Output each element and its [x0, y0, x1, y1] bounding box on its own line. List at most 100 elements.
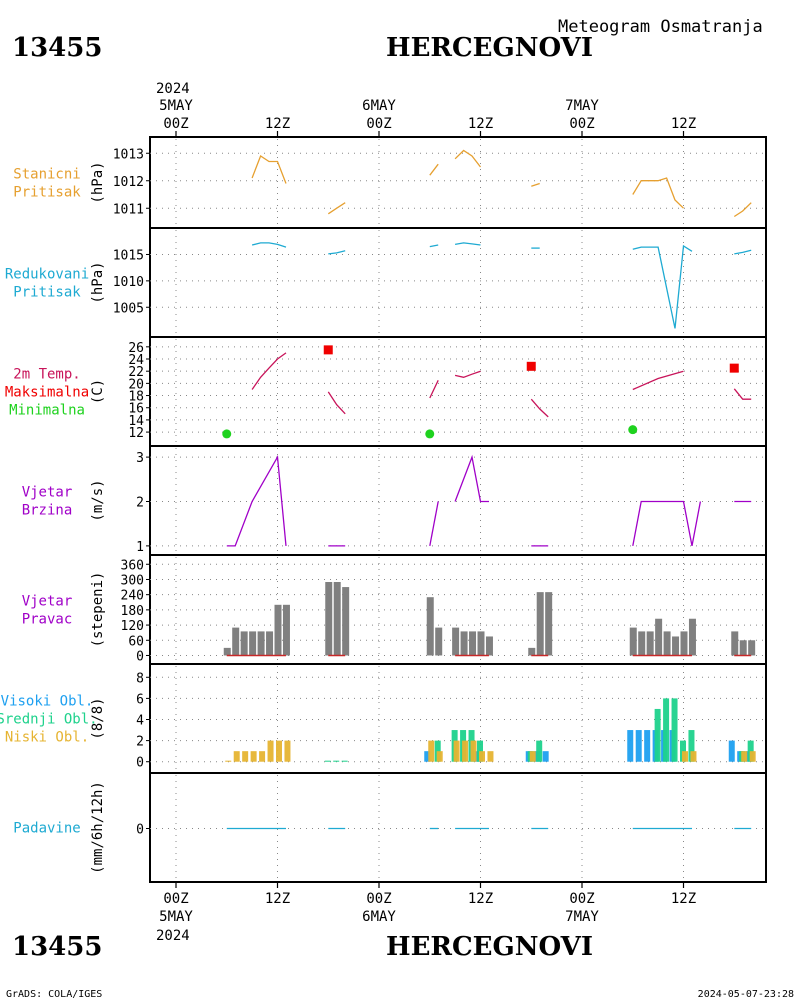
y-tick-label: 1013 [113, 147, 144, 162]
station-name-top: HERCEGNOVI [386, 33, 593, 63]
wind-direction-bar [232, 627, 240, 656]
cloud-bar [728, 740, 735, 762]
series-line [429, 244, 439, 248]
y-tick-label: 20 [128, 377, 144, 392]
wind-direction-bar [266, 631, 274, 656]
panel-label: Visoki Obl. [1, 694, 94, 710]
x-day-label: 5MAY [159, 909, 193, 925]
panel-label: Padavine [13, 821, 80, 837]
wind-direction-bar [435, 627, 443, 656]
wind-direction-bar [663, 631, 671, 656]
y-tick-label: 1005 [113, 301, 144, 316]
cloud-bar [242, 751, 249, 762]
x-day-label: 7MAY [565, 909, 599, 925]
panel-label: Pritisak [13, 185, 81, 201]
x-hour-label: 12Z [468, 116, 493, 132]
cloud-bar [333, 760, 340, 762]
cloud-bar [428, 740, 435, 762]
panel-frame [149, 772, 767, 883]
series-line [328, 250, 346, 255]
y-axis-label: (hPa) [90, 261, 106, 303]
cloud-bar [341, 760, 348, 762]
panel-label: 2m Temp. [13, 367, 80, 383]
cloud-bar [682, 751, 688, 762]
product-title: Meteogram Osmatranja [558, 17, 763, 37]
y-tick-label: 16 [128, 402, 144, 417]
y-tick-label: 1015 [113, 248, 144, 263]
panel-oblaci: 0 2 4 6 8 (8/8)Visoki Obl. Srednji Obl. Niski O… [0, 663, 767, 774]
panel-stanicni-pritisak: 1011 1012 1013 (hPa) Stanicni Pritisak [13, 136, 767, 229]
cloud-bar [627, 730, 634, 762]
panel-label: Brzina [22, 503, 73, 519]
x-hour-label: 00Z [163, 891, 188, 907]
wind-direction-bar [342, 587, 350, 656]
series-line [429, 501, 439, 547]
wind-direction-bar [452, 627, 460, 656]
panel-label: Pravac [22, 612, 73, 628]
series-line [226, 455, 287, 547]
panel-label: Redukovani [5, 267, 89, 283]
wind-direction-bar [739, 640, 747, 656]
panel-frame [149, 445, 767, 556]
y-tick-label: 180 [121, 604, 144, 619]
wind-direction-bar [629, 627, 637, 656]
series-line [251, 352, 287, 390]
y-tick-label: 4 [136, 714, 144, 729]
x-hour-label: 12Z [265, 891, 290, 907]
y-tick-label: 2 [136, 496, 144, 511]
cloud-bar [225, 760, 232, 762]
x-hour-label: 00Z [569, 116, 594, 132]
series-line [734, 249, 752, 255]
cloud-bar [424, 751, 431, 762]
cloud-bar [259, 751, 266, 762]
cloud-bar [233, 751, 240, 762]
y-tick-label: 24 [128, 353, 144, 368]
x-hour-label: 12Z [468, 891, 493, 907]
x-day-label: 6MAY [362, 909, 396, 925]
tmin-marker [222, 429, 232, 439]
y-tick-label: 1011 [113, 202, 144, 217]
y-axis-label: (m/s) [90, 479, 106, 521]
cloud-bar [477, 740, 483, 762]
panel-redukovani-pritisak: 1005 1010 1015 (hPa)Redukovani Pritisak [5, 227, 767, 338]
panel-frame [149, 136, 767, 229]
wind-direction-bar [672, 636, 680, 656]
x-hour-label: 12Z [671, 891, 696, 907]
y-tick-label: 8 [136, 671, 144, 686]
cloud-bar [688, 730, 695, 762]
cloud-bar [250, 751, 257, 762]
cloud-bar [542, 751, 549, 762]
series-line [454, 370, 481, 378]
x-hour-label: 12Z [671, 116, 696, 132]
y-tick-label: 240 [121, 589, 144, 604]
cloud-bar [284, 740, 291, 762]
y-tick-label: 1 [136, 540, 144, 555]
y-tick-label: 26 [128, 341, 144, 356]
series-line [733, 388, 752, 400]
y-tick-label: 300 [121, 573, 144, 588]
cloud-bar [536, 740, 543, 762]
time-axis-bottom: 00Z 12Z 00Z 12Z 00Z 12Z 5MAY 6MAY 7MAY [159, 882, 696, 925]
wind-direction-bar [249, 631, 257, 656]
y-tick-label: 0 [136, 649, 144, 664]
y-tick-label: 60 [128, 634, 144, 649]
y-tick-label: 0 [136, 756, 144, 771]
cloud-bar [453, 740, 460, 762]
y-tick-label: 1010 [113, 275, 144, 290]
y-tick-label: 360 [121, 558, 144, 573]
cloud-bar [644, 730, 651, 762]
panel-label: Vjetar [22, 594, 73, 610]
cloud-bar [663, 698, 670, 762]
cloud-bar [671, 698, 678, 762]
cloud-bar [462, 740, 469, 762]
tmax-marker [526, 361, 536, 371]
y-axis-label: (hPa) [90, 161, 106, 203]
y-tick-label: 12 [128, 426, 144, 441]
cloud-bar [276, 740, 282, 762]
panel-label: Srednji Obl. [0, 712, 98, 728]
panel-label: Pritisak [13, 285, 81, 301]
time-axis-top: 00Z 12Z 00Z 12Z 00Z 12Z 5MAY 6MAY 7MAY [159, 98, 696, 137]
